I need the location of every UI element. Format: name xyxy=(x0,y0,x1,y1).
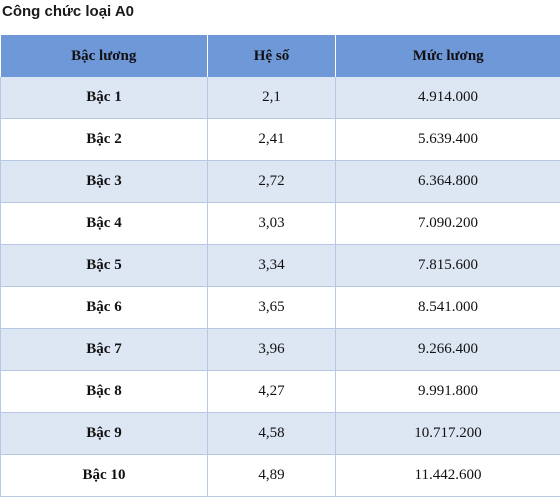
cell-muc-luong: 9.266.400 xyxy=(335,328,560,371)
table-row: Bậc 3 2,72 6.364.800 xyxy=(0,160,560,203)
column-header-he-so: Hệ số xyxy=(207,35,336,77)
cell-muc-luong: 5.639.400 xyxy=(335,118,560,161)
cell-he-so: 2,41 xyxy=(207,118,336,161)
cell-he-so: 3,03 xyxy=(207,202,336,245)
cell-he-so: 2,72 xyxy=(207,160,336,203)
cell-muc-luong: 8.541.000 xyxy=(335,286,560,329)
table-row: Bậc 2 2,41 5.639.400 xyxy=(0,118,560,161)
table-header-row: Bậc lương Hệ số Mức lương xyxy=(0,35,560,77)
cell-he-so: 4,89 xyxy=(207,454,336,497)
cell-bac-luong: Bậc 7 xyxy=(0,328,208,371)
cell-he-so: 2,1 xyxy=(207,77,336,119)
cell-bac-luong: Bậc 10 xyxy=(0,454,208,497)
table-row: Bậc 10 4,89 11.442.600 xyxy=(0,454,560,497)
column-header-muc-luong: Mức lương xyxy=(335,35,560,77)
table-row: Bậc 7 3,96 9.266.400 xyxy=(0,328,560,371)
column-header-bac-luong: Bậc lương xyxy=(0,35,208,77)
cell-bac-luong: Bậc 1 xyxy=(0,77,208,119)
table-row: Bậc 9 4,58 10.717.200 xyxy=(0,412,560,455)
cell-muc-luong: 4.914.000 xyxy=(335,77,560,119)
cell-muc-luong: 6.364.800 xyxy=(335,160,560,203)
cell-he-so: 4,58 xyxy=(207,412,336,455)
table-row: Bậc 6 3,65 8.541.000 xyxy=(0,286,560,329)
cell-he-so: 3,34 xyxy=(207,244,336,287)
cell-muc-luong: 11.442.600 xyxy=(335,454,560,497)
page-title: Công chức loại A0 xyxy=(2,3,134,20)
cell-he-so: 3,65 xyxy=(207,286,336,329)
cell-bac-luong: Bậc 3 xyxy=(0,160,208,203)
table-row: Bậc 1 2,1 4.914.000 xyxy=(0,77,560,119)
cell-bac-luong: Bậc 2 xyxy=(0,118,208,161)
salary-table: Bậc lương Hệ số Mức lương Bậc 1 2,1 4.91… xyxy=(0,35,560,497)
table-row: Bậc 5 3,34 7.815.600 xyxy=(0,244,560,287)
table-row: Bậc 4 3,03 7.090.200 xyxy=(0,202,560,245)
cell-muc-luong: 10.717.200 xyxy=(335,412,560,455)
cell-muc-luong: 7.815.600 xyxy=(335,244,560,287)
cell-bac-luong: Bậc 9 xyxy=(0,412,208,455)
cell-bac-luong: Bậc 4 xyxy=(0,202,208,245)
cell-bac-luong: Bậc 6 xyxy=(0,286,208,329)
cell-he-so: 3,96 xyxy=(207,328,336,371)
cell-bac-luong: Bậc 8 xyxy=(0,370,208,413)
cell-muc-luong: 9.991.800 xyxy=(335,370,560,413)
table-row: Bậc 8 4,27 9.991.800 xyxy=(0,370,560,413)
cell-he-so: 4,27 xyxy=(207,370,336,413)
cell-bac-luong: Bậc 5 xyxy=(0,244,208,287)
cell-muc-luong: 7.090.200 xyxy=(335,202,560,245)
